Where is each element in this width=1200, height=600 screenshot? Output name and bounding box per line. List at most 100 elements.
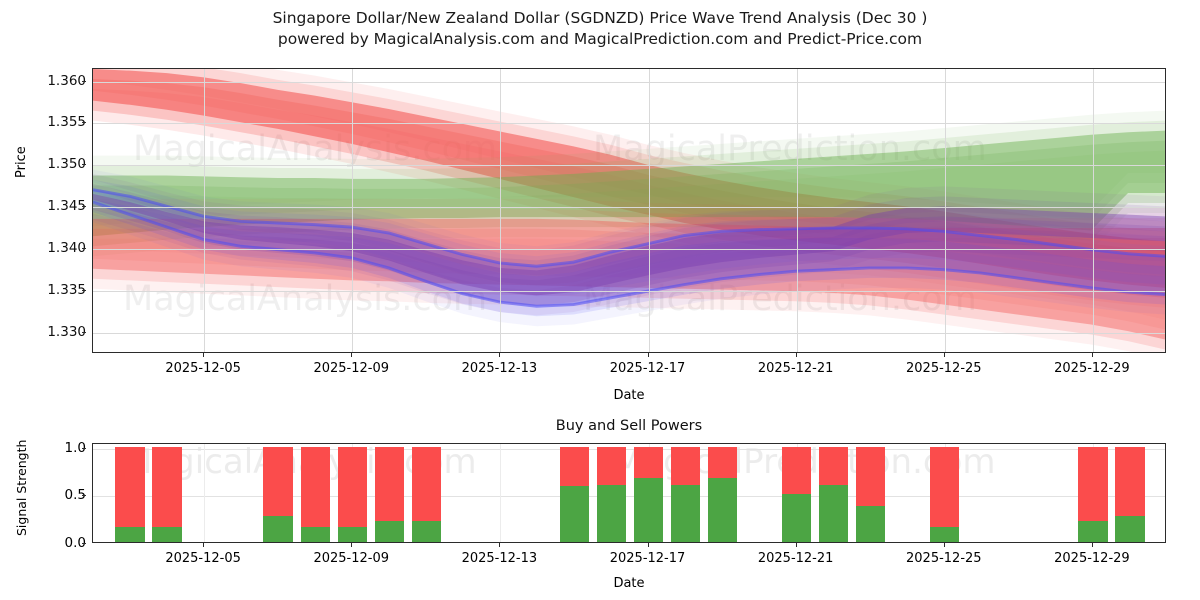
signal-bar[interactable] bbox=[781, 446, 812, 542]
signal-bar[interactable] bbox=[337, 446, 367, 542]
signal-gridline-h bbox=[93, 448, 1165, 450]
sell-power-segment bbox=[819, 446, 849, 485]
signal-bar[interactable] bbox=[707, 446, 738, 542]
price-gridline-h bbox=[93, 123, 1165, 125]
signal-bar[interactable] bbox=[670, 446, 701, 542]
price-y-tickmark bbox=[82, 332, 86, 334]
sell-power-segment bbox=[115, 446, 145, 527]
price-gridline-v bbox=[796, 69, 798, 352]
sell-power-segment bbox=[1078, 446, 1108, 522]
price-x-tick-labels: 2025-12-05 2025-12-09 2025-12-13 2025-12-17… bbox=[92, 353, 1166, 379]
signal-bar[interactable] bbox=[596, 446, 627, 542]
price-gridline-v bbox=[204, 69, 206, 352]
buy-power-segment bbox=[411, 521, 441, 542]
price-x-tick: 2025-12-13 bbox=[461, 361, 538, 376]
signal-y-tickmark bbox=[82, 447, 86, 449]
buy-power-segment bbox=[152, 526, 182, 542]
price-band-1-layer-0 bbox=[93, 130, 1165, 237]
signal-bar[interactable] bbox=[300, 446, 330, 542]
price-gridline-v bbox=[1092, 69, 1094, 352]
price-y-tick: 1.350 bbox=[47, 156, 86, 173]
price-y-tick: 1.330 bbox=[47, 324, 86, 341]
buy-power-segment bbox=[1115, 516, 1145, 542]
signal-bar[interactable] bbox=[374, 446, 404, 542]
signal-bar[interactable] bbox=[633, 446, 664, 542]
sell-power-segment bbox=[707, 446, 738, 479]
signal-bar[interactable] bbox=[115, 446, 145, 542]
price-x-tickmark bbox=[351, 353, 353, 357]
buy-power-segment bbox=[707, 478, 738, 542]
price-band-1-layer-4 bbox=[93, 110, 1165, 217]
page-title: Singapore Dollar/New Zealand Dollar (SGD… bbox=[0, 8, 1200, 50]
buy-power-segment bbox=[781, 494, 812, 542]
price-x-tick: 2025-12-05 bbox=[165, 361, 241, 376]
sell-power-segment bbox=[559, 446, 590, 486]
signal-bar[interactable] bbox=[411, 446, 441, 542]
signal-x-tickmark bbox=[351, 543, 353, 547]
price-gridline-h bbox=[93, 165, 1165, 167]
price-band-4-layer-2 bbox=[93, 183, 1165, 286]
price-bands-svg bbox=[93, 69, 1165, 352]
buy-power-segment bbox=[263, 516, 293, 542]
signal-bar[interactable] bbox=[1115, 446, 1145, 542]
signal-bar[interactable] bbox=[819, 446, 849, 542]
signal-y-tick: 1.0 bbox=[64, 439, 86, 456]
sell-power-segment bbox=[152, 446, 182, 527]
price-gridline-v bbox=[500, 69, 502, 352]
price-plot-area: MagicalAnalysis.com MagicalPrediction.co… bbox=[92, 68, 1166, 353]
signal-bar[interactable] bbox=[559, 446, 590, 542]
buy-power-segment bbox=[670, 484, 701, 542]
price-x-tickmark bbox=[943, 353, 945, 357]
buy-power-segment bbox=[374, 521, 404, 542]
price-gridline-h bbox=[93, 291, 1165, 293]
signal-gridline-v bbox=[500, 444, 502, 542]
sell-power-segment bbox=[856, 446, 886, 506]
signal-gridlines bbox=[93, 444, 1165, 542]
signal-x-tick: 2025-12-21 bbox=[757, 551, 834, 566]
signal-y-tick: 0.5 bbox=[64, 487, 86, 504]
title-line-2: powered by MagicalAnalysis.com and Magic… bbox=[277, 30, 923, 48]
price-band-1-layer-1 bbox=[93, 140, 1165, 247]
price-x-tickmark bbox=[499, 353, 501, 357]
signal-y-tickmark bbox=[82, 543, 86, 544]
buy-power-segment bbox=[856, 505, 886, 542]
sell-power-segment bbox=[263, 446, 293, 517]
price-y-tick: 1.340 bbox=[47, 240, 86, 257]
signal-y-tick: 0.0 bbox=[64, 535, 86, 551]
signal-bar[interactable] bbox=[1078, 446, 1108, 542]
price-y-tickmark bbox=[82, 248, 86, 250]
price-y-tick: 1.345 bbox=[47, 198, 86, 215]
signal-x-tick-labels: 2025-12-05 2025-12-09 2025-12-13 2025-12-17… bbox=[92, 543, 1166, 569]
signal-bar[interactable] bbox=[263, 446, 293, 542]
signal-x-tickmark bbox=[943, 543, 945, 547]
price-x-tick: 2025-12-17 bbox=[609, 361, 686, 376]
price-band-0-layer-1 bbox=[93, 78, 1165, 298]
signal-x-tickmark bbox=[795, 543, 797, 547]
signal-x-tick: 2025-12-29 bbox=[1054, 551, 1130, 566]
price-wave-chart: MagicalAnalysis.com MagicalPrediction.co… bbox=[92, 68, 1166, 353]
price-y-tick: 1.335 bbox=[47, 282, 86, 299]
signal-plot-area: MagicalAnalysis.com MagicalPrediction.co… bbox=[92, 443, 1166, 543]
buy-power-segment bbox=[300, 526, 330, 542]
price-x-tick: 2025-12-09 bbox=[313, 361, 390, 376]
signal-x-tick: 2025-12-13 bbox=[461, 551, 538, 566]
sell-power-segment bbox=[300, 446, 330, 527]
signal-x-tickmark bbox=[647, 543, 649, 547]
signal-y-tickmark bbox=[82, 495, 86, 497]
sell-power-segment bbox=[596, 446, 627, 485]
signal-chart-title: Buy and Sell Powers bbox=[555, 418, 703, 434]
price-band-4-layer-3 bbox=[93, 213, 1165, 316]
price-band-3-layer-1 bbox=[93, 199, 1165, 317]
price-band-1-layer-2 bbox=[93, 120, 1165, 227]
signal-bar[interactable] bbox=[856, 446, 886, 542]
price-x-axis-label: Date bbox=[613, 388, 645, 403]
price-gridline-h bbox=[93, 207, 1165, 209]
price-gridline-h bbox=[93, 81, 1165, 83]
signal-bar[interactable] bbox=[930, 446, 960, 542]
price-gridline-h bbox=[93, 249, 1165, 251]
signal-x-tick: 2025-12-09 bbox=[313, 551, 390, 566]
price-band-4-layer-0 bbox=[93, 193, 1165, 296]
price-y-tickmark bbox=[82, 290, 86, 292]
signal-bar[interactable] bbox=[152, 446, 182, 542]
